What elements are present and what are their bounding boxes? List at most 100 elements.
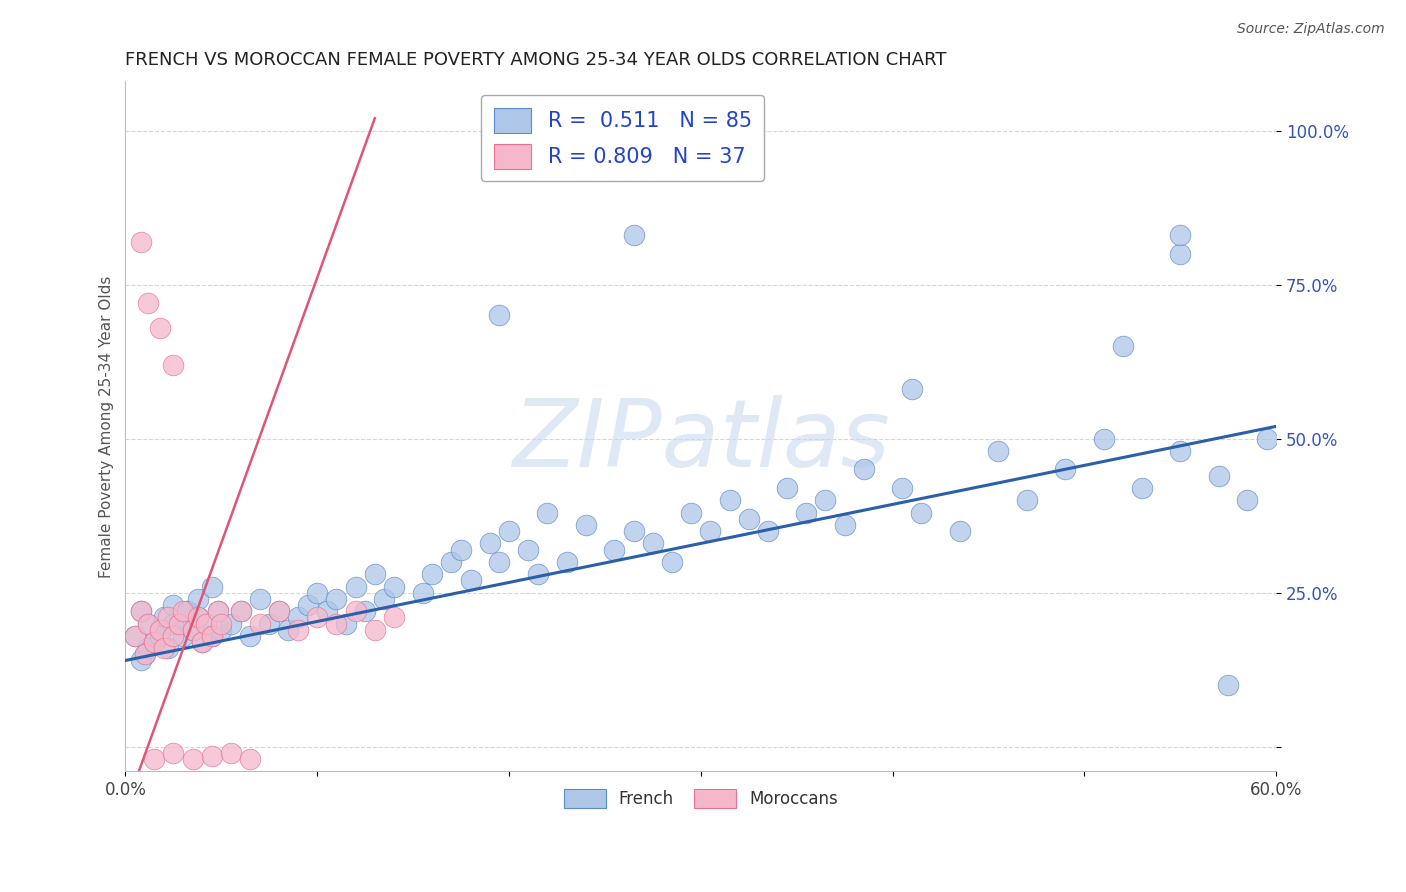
Text: FRENCH VS MOROCCAN FEMALE POVERTY AMONG 25-34 YEAR OLDS CORRELATION CHART: FRENCH VS MOROCCAN FEMALE POVERTY AMONG … <box>125 51 948 69</box>
Point <box>661 555 683 569</box>
Point <box>949 524 972 538</box>
Point <box>488 555 510 569</box>
Point <box>526 567 548 582</box>
Point <box>167 616 190 631</box>
Point <box>129 235 152 249</box>
Point <box>181 623 204 637</box>
Point <box>181 623 204 637</box>
Point <box>129 604 152 618</box>
Point <box>249 591 271 606</box>
Point <box>344 604 367 618</box>
Point <box>129 604 152 618</box>
Point <box>239 629 262 643</box>
Point <box>852 462 875 476</box>
Point <box>201 580 224 594</box>
Point <box>1208 468 1230 483</box>
Point <box>681 506 703 520</box>
Point <box>187 610 209 624</box>
Point <box>344 580 367 594</box>
Point <box>149 320 172 334</box>
Point <box>287 623 309 637</box>
Point <box>201 629 224 643</box>
Point <box>149 623 172 637</box>
Point <box>910 506 932 520</box>
Point <box>325 591 347 606</box>
Point <box>143 635 166 649</box>
Point <box>517 542 540 557</box>
Point <box>297 598 319 612</box>
Point <box>162 629 184 643</box>
Point <box>536 506 558 520</box>
Point <box>191 635 214 649</box>
Point <box>267 604 290 618</box>
Point <box>440 555 463 569</box>
Point <box>1256 432 1278 446</box>
Point <box>277 623 299 637</box>
Point <box>1168 247 1191 261</box>
Point <box>1168 228 1191 243</box>
Point <box>149 629 172 643</box>
Point <box>195 616 218 631</box>
Text: ZIPatlas: ZIPatlas <box>512 394 890 485</box>
Point <box>575 517 598 532</box>
Point <box>143 635 166 649</box>
Point <box>891 481 914 495</box>
Point <box>382 610 405 624</box>
Point <box>181 752 204 766</box>
Point <box>987 444 1010 458</box>
Point <box>207 604 229 618</box>
Point <box>134 648 156 662</box>
Point <box>1015 493 1038 508</box>
Point <box>138 616 160 631</box>
Point <box>603 542 626 557</box>
Point <box>138 641 160 656</box>
Point <box>201 749 224 764</box>
Point <box>149 623 172 637</box>
Point <box>478 536 501 550</box>
Point <box>1092 432 1115 446</box>
Point <box>172 604 194 618</box>
Point <box>382 580 405 594</box>
Point <box>209 616 232 631</box>
Point <box>129 653 152 667</box>
Point <box>209 623 232 637</box>
Point <box>172 629 194 643</box>
Point <box>195 616 218 631</box>
Point <box>1236 493 1258 508</box>
Point <box>555 555 578 569</box>
Point <box>498 524 520 538</box>
Point <box>488 309 510 323</box>
Point <box>267 604 290 618</box>
Point <box>143 752 166 766</box>
Point <box>420 567 443 582</box>
Point <box>1168 444 1191 458</box>
Point <box>373 591 395 606</box>
Point <box>756 524 779 538</box>
Point <box>134 648 156 662</box>
Point <box>176 604 198 618</box>
Point <box>364 567 387 582</box>
Point <box>156 641 179 656</box>
Point <box>176 604 198 618</box>
Point <box>1130 481 1153 495</box>
Point <box>156 610 179 624</box>
Point <box>325 616 347 631</box>
Point <box>219 616 242 631</box>
Point <box>718 493 741 508</box>
Point <box>307 585 329 599</box>
Point <box>249 616 271 631</box>
Point <box>187 591 209 606</box>
Point <box>162 746 184 760</box>
Point <box>460 574 482 588</box>
Point <box>138 616 160 631</box>
Point <box>699 524 721 538</box>
Point <box>1218 678 1240 692</box>
Point <box>834 517 856 532</box>
Point <box>124 629 146 643</box>
Point <box>738 512 761 526</box>
Point <box>153 641 176 656</box>
Point <box>335 616 357 631</box>
Point <box>191 635 214 649</box>
Point <box>138 296 160 310</box>
Point <box>259 616 281 631</box>
